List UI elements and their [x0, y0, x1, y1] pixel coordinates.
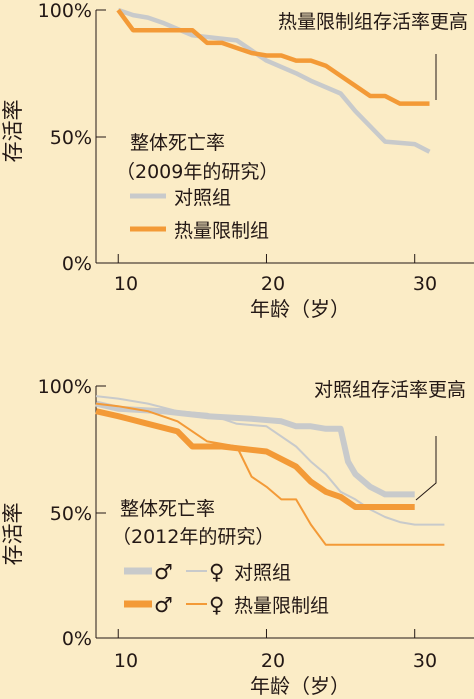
x-tick-label: 10	[114, 650, 138, 672]
chart-annotation: 对照组存活率更高	[314, 379, 466, 401]
legend-label: 热量限制组	[234, 595, 329, 617]
chart-subtitle: （2012年的研究）	[112, 526, 274, 548]
legend-symbol: ♀	[209, 560, 224, 584]
chart-title: 整体死亡率	[130, 132, 225, 154]
legend-symbol: ♂	[154, 560, 173, 584]
chart-annotation: 热量限制组存活率更高	[278, 11, 468, 33]
legend-symbol: ♂	[154, 593, 173, 617]
y-tick-label: 100%	[38, 0, 92, 22]
legend-label: 对照组	[234, 562, 291, 584]
legend-label: 热量限制组	[174, 220, 269, 242]
legend-symbol: ♀	[209, 593, 224, 617]
y-axis-label: 存活率	[1, 100, 25, 163]
x-tick-label: 20	[261, 273, 285, 295]
x-tick-label: 20	[261, 650, 285, 672]
chart-subtitle: （2009年的研究）	[116, 161, 278, 183]
legend-label: 对照组	[174, 187, 231, 209]
y-tick-label: 100%	[38, 376, 92, 398]
y-tick-label: 0%	[62, 628, 92, 650]
y-tick-label: 50%	[50, 127, 92, 149]
series-line	[116, 8, 430, 106]
series-line	[95, 395, 445, 526]
x-tick-label: 30	[413, 273, 437, 295]
series-line	[95, 400, 415, 498]
series-line	[117, 7, 431, 154]
annotation-pointer	[415, 436, 437, 501]
y-axis-label: 存活率	[1, 503, 25, 566]
chart-title: 整体死亡率	[120, 498, 215, 520]
x-tick-label: 30	[413, 650, 437, 672]
x-axis-label: 年龄（岁）	[250, 297, 350, 321]
y-tick-label: 50%	[50, 503, 92, 525]
y-tick-label: 0%	[62, 253, 92, 275]
series-line	[95, 408, 415, 510]
x-tick-label: 10	[114, 273, 138, 295]
series-line	[95, 402, 445, 546]
x-axis-label: 年龄（岁）	[250, 674, 350, 698]
